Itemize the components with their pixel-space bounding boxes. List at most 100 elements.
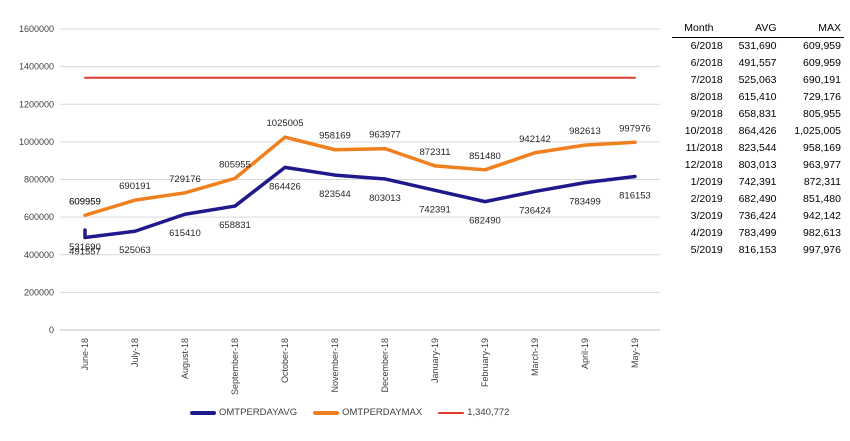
cell-max: 609,959 [803,40,841,52]
data-label-avg: 658831 [219,220,251,231]
cell-max: 982,613 [803,227,841,239]
series-line-avg [83,165,637,240]
data-label-avg: 736424 [519,205,551,216]
y-tick-label: 1400000 [19,62,54,72]
y-tick-label: 800000 [24,175,54,185]
cell-max: 609,959 [803,57,841,69]
legend-swatch-limit [438,411,465,414]
y-tick-label: 600000 [24,212,54,222]
cell-avg: 783,499 [738,227,777,239]
cell-month: 8/2018 [690,91,723,103]
x-tick-label: January-19 [430,338,440,383]
cell-avg: 864,426 [738,125,777,137]
table-row: 9/2018 658,831 805,955 [672,106,844,123]
x-tick-label: February-19 [480,338,490,387]
table-row: 3/2019 736,424 942,142 [672,208,844,225]
data-label-max: 958169 [319,131,351,142]
cell-max: 872,311 [803,176,841,188]
cell-max: 963,977 [803,159,841,171]
table-row: 12/2018 803,013 963,977 [672,157,844,174]
table-row: 4/2019 783,499 982,613 [672,225,844,242]
data-label-avg: 864426 [269,181,301,192]
data-label-avg: 682490 [469,216,501,227]
cell-max: 729,176 [803,91,841,103]
data-label-avg: 742391 [419,204,451,215]
data-label-max: 805955 [219,159,251,170]
data-label-avg: 783499 [569,197,601,208]
cell-avg: 816,153 [738,244,777,256]
cell-month: 4/2019 [690,227,723,239]
x-tick-label: August-18 [180,338,190,379]
table-header-row: Month AVG MAX [672,20,844,38]
legend-swatch-avg [190,410,216,415]
cell-avg: 658,831 [738,108,777,120]
cell-month: 10/2018 [684,125,723,137]
line-chart: 0 200000 400000 600000 800000 1000000 1200000 1… [19,24,660,395]
x-tick-label: November-18 [330,338,340,393]
legend-item-max: OMTPERDAYMAX [313,407,422,418]
table-row: 6/2018 491,557 609,959 [672,55,844,72]
chart-legend: OMTPERDAYAVG OMTPERDAYMAX 1,340,772 [190,407,509,418]
cell-month: 6/2018 [690,40,723,52]
data-label-avg: 491557 [69,247,101,258]
legend-item-limit: 1,340,772 [438,407,509,418]
data-label-avg: 615410 [169,228,201,239]
cell-avg: 742,391 [738,176,777,188]
table-row: 10/2018 864,426 1,025,005 [672,123,844,140]
monthly-summary-table: Month AVG MAX 6/2018 531,690 609,959 6/2018… [672,20,844,259]
table-row: 5/2019 816,153 997,976 [672,242,844,259]
cell-max: 997,976 [803,244,841,256]
y-tick-label: 400000 [24,250,54,260]
y-tick-label: 0 [49,325,54,335]
cell-avg: 682,490 [738,193,777,205]
cell-avg: 615,410 [738,91,777,103]
table-row: 1/2019 742,391 872,311 [672,174,844,191]
cell-max: 1,025,005 [794,125,841,137]
cell-avg: 803,013 [738,159,777,171]
cell-month: 7/2018 [690,74,723,86]
column-header-max: MAX [779,20,844,38]
data-label-avg: 816153 [619,190,651,201]
cell-month: 11/2018 [685,142,723,154]
cell-month: 6/2018 [690,57,723,69]
data-label-max: 1025005 [267,118,304,129]
cell-max: 851,480 [803,193,841,205]
data-label-max: 851480 [469,151,501,162]
table-body: 6/2018 531,690 609,959 6/2018 491,557 609,959… [672,38,844,260]
legend-label-limit: 1,340,772 [467,407,510,418]
x-tick-label: April-19 [580,338,590,369]
column-header-avg: AVG [725,20,780,38]
data-label-max: 690191 [119,181,151,192]
data-label-max: 609959 [69,196,101,207]
data-label-max: 942142 [519,134,551,145]
cell-max: 805,955 [803,108,841,120]
data-label-max: 729176 [169,174,201,185]
x-tick-label: June-18 [80,338,90,371]
x-tick-label: October-18 [280,338,290,383]
y-tick-label: 200000 [24,287,54,297]
cell-max: 690,191 [803,74,841,86]
cell-max: 942,142 [803,210,841,222]
cell-month: 5/2019 [690,244,723,256]
cell-avg: 736,424 [738,210,777,222]
x-tick-label: July-18 [130,338,140,367]
cell-avg: 823,544 [738,142,777,154]
table-row: 6/2018 531,690 609,959 [672,38,844,56]
column-header-month: Month [672,20,726,38]
table-row: 7/2018 525,063 690,191 [672,72,844,89]
legend-label-max: OMTPERDAYMAX [342,407,423,418]
cell-max: 958,169 [803,142,841,154]
x-tick-label: March-19 [530,338,540,376]
x-tick-label: May-19 [630,338,640,368]
data-label-avg: 803013 [369,193,401,204]
cell-month: 9/2018 [690,108,723,120]
series-line-max [83,135,637,218]
data-label-avg: 531690 [69,242,101,253]
table-row: 8/2018 615,410 729,176 [672,89,844,106]
y-tick-label: 1200000 [19,99,54,109]
cell-month: 2/2019 [690,193,723,205]
data-label-max: 872311 [420,147,451,158]
data-label-max: 997976 [619,123,651,134]
table-row: 11/2018 823,544 958,169 [672,140,844,157]
data-label-max: 982613 [569,126,601,137]
